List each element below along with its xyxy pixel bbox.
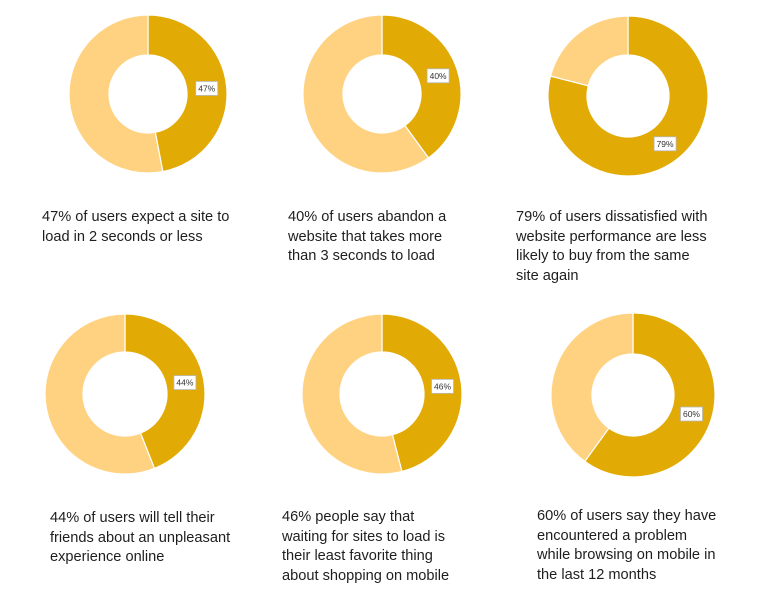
donut-slice-value	[381, 313, 463, 473]
caption-2: 40% of users abandon a website that take…	[288, 208, 446, 267]
caption-5: 46% people say that waiting for sites to…	[282, 508, 449, 586]
donut-slice-value	[381, 14, 462, 159]
data-label-box	[195, 81, 219, 96]
data-label-box	[426, 68, 450, 84]
caption-line: than 3 seconds to load	[288, 248, 435, 264]
data-label-box	[173, 375, 197, 390]
donut-slice-remainder	[68, 14, 164, 174]
caption-line: load in 2 seconds or less	[42, 228, 203, 245]
caption-4: 44% of users will tell their friends abo…	[50, 509, 230, 568]
data-label-text: 40%	[430, 71, 447, 81]
data-label: 44%	[173, 375, 197, 390]
data-label-box	[653, 136, 677, 152]
data-label-text: 60%	[683, 409, 700, 419]
caption-6: 60% of users say they have encountered a…	[537, 507, 716, 585]
donut-slice-value	[147, 14, 228, 173]
caption-line: about shopping on mobile	[282, 567, 450, 584]
donut-slice-value	[124, 313, 206, 470]
donut-chart-2: 40%	[302, 14, 462, 174]
donut-chart-5: 46%	[301, 313, 463, 475]
caption-1: 47% of users expect a site to load in 2 …	[42, 208, 229, 247]
data-label-text: 79%	[657, 139, 674, 149]
donut-slice-remainder	[302, 14, 430, 174]
caption-line: the last 12 months	[537, 566, 657, 583]
data-label: 79%	[653, 136, 677, 152]
caption-line: 79% of users dissatisfied with	[516, 209, 708, 225]
donut-chart-1: 47%	[68, 14, 228, 174]
caption-line: their least favorite thing	[282, 548, 433, 564]
donut-slice-remainder	[549, 15, 629, 87]
donut-chart-4: 44%	[44, 313, 206, 475]
caption-3: 79% of users dissatisfied with website p…	[516, 208, 707, 286]
donut-slice-remainder	[550, 312, 634, 463]
caption-line: experience online	[50, 549, 165, 565]
data-label: 40%	[426, 68, 450, 84]
data-label-text: 44%	[176, 378, 193, 388]
caption-line: 47% of users expect a site to	[42, 209, 230, 225]
donut-chart-6: 60%	[550, 312, 716, 478]
caption-line: friends about an unpleasant	[50, 529, 231, 546]
donut-slice-value	[547, 15, 709, 177]
caption-line: encountered a problem	[537, 527, 688, 544]
donut-chart-3: 79%	[547, 15, 709, 177]
caption-line: 40% of users abandon a	[288, 209, 447, 225]
caption-line: 60% of users say they have	[537, 508, 717, 524]
data-label-text: 46%	[434, 381, 451, 391]
donut-slice-remainder	[301, 313, 403, 475]
caption-line: site again	[516, 267, 579, 284]
caption-line: 44% of users will tell their	[50, 510, 215, 526]
data-label: 46%	[431, 378, 454, 394]
data-label-box	[431, 378, 454, 394]
data-label-text: 47%	[198, 83, 215, 93]
data-label-box	[680, 406, 703, 422]
caption-line: website that takes more	[288, 228, 443, 245]
data-label: 47%	[195, 81, 219, 96]
caption-line: while browsing on mobile in	[537, 547, 716, 563]
caption-line: 46% people say that	[282, 509, 415, 525]
caption-line: likely to buy from the same	[516, 248, 690, 264]
caption-line: waiting for sites to load is	[282, 528, 446, 545]
data-label: 60%	[680, 406, 703, 422]
caption-line: website performance are less	[516, 228, 707, 245]
donut-slice-remainder	[44, 313, 156, 475]
donut-slice-value	[583, 312, 716, 478]
